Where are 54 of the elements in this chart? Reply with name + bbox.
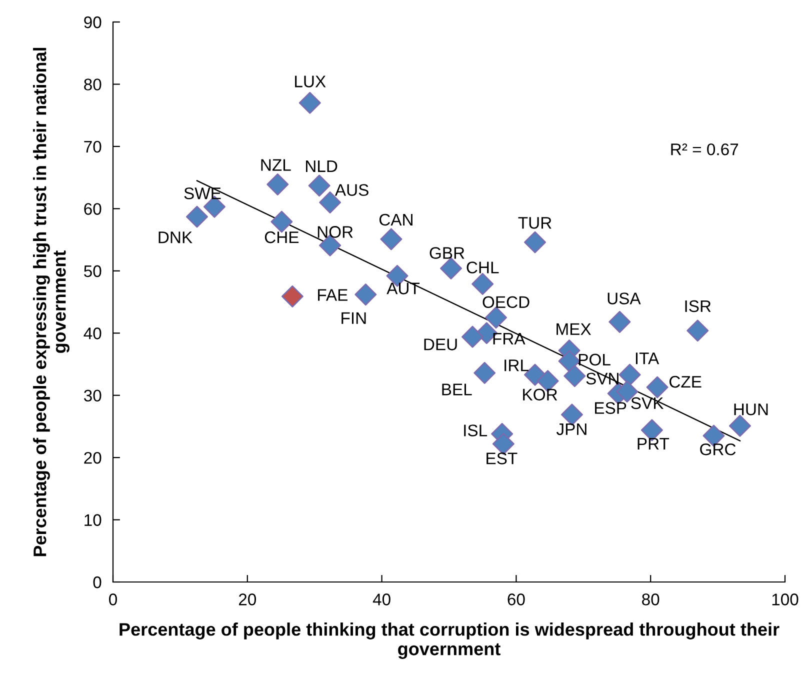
annotation: MEX [556, 323, 591, 335]
y-tick-label: 70 [84, 140, 102, 153]
y-tick-label: 80 [84, 78, 102, 90]
annotation: DNK [158, 232, 192, 244]
annotation: OECD [482, 296, 530, 308]
annotation: ISL [464, 424, 488, 436]
annotation: FAE [318, 289, 348, 301]
annotation: HUN [734, 404, 768, 416]
annotation: NZL [261, 159, 291, 171]
annotation: ISR [685, 300, 711, 312]
annotation: GRC [700, 443, 736, 456]
y-tick-label: 60 [84, 203, 102, 215]
annotation: SWE [184, 187, 221, 200]
annotation: USA [608, 292, 641, 304]
x-tick-label: 80 [642, 594, 660, 606]
x-tick-label: 100 [772, 594, 798, 606]
x-tick-label: 60 [508, 594, 525, 606]
annotation: IRL [504, 360, 528, 372]
y-tick-label: 20 [84, 452, 102, 464]
annotation: DEU [424, 338, 457, 350]
annotation: KOR [523, 388, 558, 400]
annotation: TUR [518, 217, 552, 229]
annotation: R² = 0.67 [671, 143, 738, 156]
annotation: FRA [493, 332, 526, 344]
annotation: CHL [466, 262, 499, 274]
annotation: GBR [430, 247, 464, 259]
annotation: ITA [636, 352, 660, 364]
y-tick-label: 90 [84, 16, 102, 28]
annotation: SVK [631, 397, 664, 410]
x-axis-title: Percentage of people thinking that corruption is widespread throughout their government [120, 622, 780, 659]
annotation: BEL [442, 384, 472, 396]
y-tick-label: 50 [84, 265, 102, 278]
annotation: JPN [556, 423, 586, 436]
annotation: CAN [379, 214, 412, 226]
annotation: CHE [264, 231, 299, 244]
y-tick-label: 40 [84, 328, 102, 340]
annotation: PRT [638, 438, 670, 450]
y-axis-title: Percentage of people expressing high trust in their national government [33, 48, 70, 556]
y-tick-label: 0 [93, 576, 102, 588]
annotation: EST [486, 452, 518, 464]
x-tick-label: 0 [109, 594, 117, 606]
annotation: AUT [386, 282, 420, 294]
y-tick-label: 10 [84, 514, 102, 526]
x-tick-label: 20 [238, 594, 256, 606]
annotation: LUX [295, 76, 326, 88]
annotation: AUS [334, 184, 368, 196]
annotation: NLD [306, 160, 338, 172]
annotation: ESP [595, 402, 626, 414]
y-tick-label: 30 [84, 390, 102, 402]
annotation: NOR [318, 226, 353, 238]
annotation: CZE [670, 376, 702, 388]
annotation: FIN [342, 312, 366, 324]
x-tick-label: 40 [372, 594, 390, 606]
annotation: POL [578, 354, 610, 366]
